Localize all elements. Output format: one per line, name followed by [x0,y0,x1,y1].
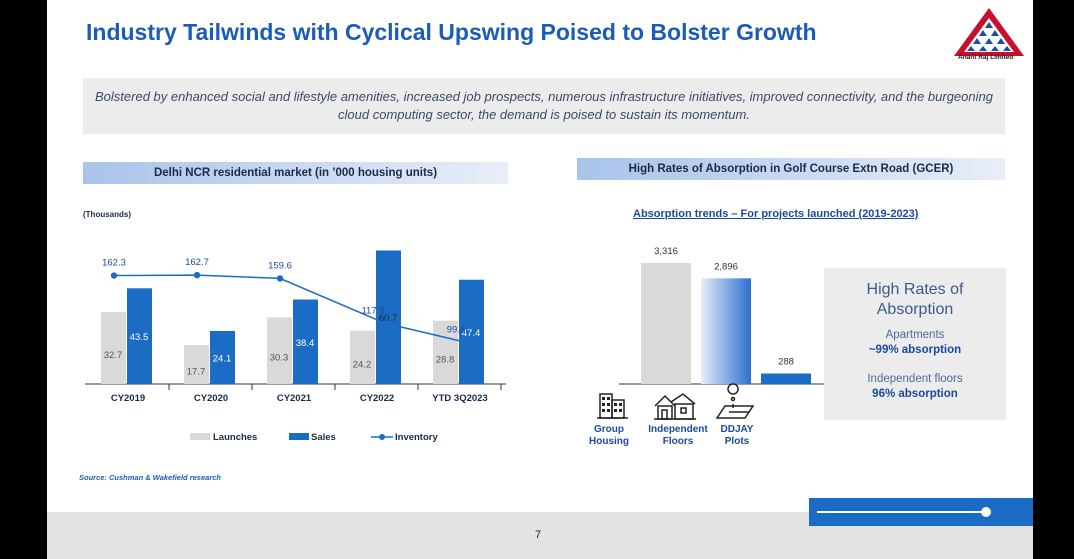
inventory-value-label: 159.6 [268,260,292,271]
sales-bar [293,299,318,384]
inventory-point [464,339,472,346]
independent-floors-label: Independent floors [867,373,963,385]
absorption-bar [701,278,751,384]
absorption-subtitle: Absorption trends – For projects launche… [633,208,919,220]
x-tick-label: CY2021 [277,393,312,404]
intro-text: Bolstered by enhanced social and lifesty… [83,78,1005,134]
absorption-box: High Rates of Absorption Apartments ~99%… [824,268,1006,420]
launches-bar [350,330,375,384]
logo-caption: Anant Raj Limited [958,54,1014,61]
inventory-point [110,272,118,279]
right-chart-banner: High Rates of Absorption in Golf Course … [577,158,1005,180]
absorption-value-label: 288 [778,356,794,367]
sales-bar [210,330,235,384]
absorption-value-label: 2,896 [714,261,738,272]
inventory-value-label: 162.3 [102,258,126,269]
x-tick-label: CY2019 [111,393,145,404]
sales-bar [127,288,152,384]
launches-bar [184,345,209,384]
legend-launches-swatch [190,433,210,440]
x-tick-label: YTD 3Q2023 [432,393,487,404]
launches-bar [101,312,126,384]
legend-inventory-label: Inventory [395,432,438,443]
launches-value-label: 32.7 [104,350,123,361]
unit-note: (Thousands) [83,210,131,219]
sales-value-label: 24.1 [213,353,232,364]
inventory-value-label: 117.9 [361,305,384,316]
inventory-value-label: 162.7 [185,257,209,268]
inventory-value-label: 99.8 [447,325,466,336]
slide: Industry Tailwinds with Cyclical Upswing… [47,0,1033,559]
launches-value-label: 30.3 [270,353,289,364]
sales-value-label: 60.7 [379,313,398,324]
absorption-heading: High Rates of Absorption [866,281,964,318]
inventory-point [381,320,389,327]
absorption-chart: 3,316 2,896 288 [619,246,829,385]
sales-bar [459,279,484,384]
footer-accent-dot [981,507,991,517]
category-label: Group Housing [589,424,629,447]
absorption-bar [641,263,691,384]
house-icon [654,393,696,420]
legend-sales-label: Sales [311,432,336,443]
inventory-point [193,271,201,279]
footer-accent-line [817,511,987,513]
source-note: Source: Cushman & Wakefield research [79,473,221,482]
absorption-value-label: 3,316 [654,246,678,257]
launches-bar [433,320,458,384]
launches-value-label: 24.2 [353,359,372,370]
page-number: 7 [535,529,542,541]
sales-bar [376,250,401,384]
delhi-ncr-chart: 32.7 43.5 CY2019 17.7 24.1 CY2020 30.3 38.4 CY20… [85,250,506,443]
inventory-point [276,275,284,282]
sales-value-label: 38.4 [296,338,315,349]
legend-launches-label: Launches [213,432,257,443]
apartments-label: Apartments [885,329,945,341]
category-label: Independent Floors [648,424,708,447]
sales-value-label: 47.4 [462,328,481,339]
apartments-value: ~99% absorption [868,344,962,356]
category-label: DDJAY Plots [720,424,754,447]
anant-raj-logo [954,8,1024,56]
independent-floors-value: 96% absorption [872,388,958,400]
plot-icon [715,383,755,419]
absorption-bar [761,373,811,384]
launches-value-label: 17.7 [187,367,206,378]
launches-value-label: 28.8 [436,354,455,365]
x-tick-label: CY2022 [360,393,394,404]
left-chart-banner: Delhi NCR residential market (in ’000 ho… [83,162,508,184]
x-tick-label: CY2020 [194,393,228,404]
legend-inventory-marker [379,434,385,440]
sales-value-label: 43.5 [130,332,149,343]
legend-sales-swatch [289,433,309,440]
building-icon [597,393,628,419]
page-title: Industry Tailwinds with Cyclical Upswing… [86,19,817,45]
launches-bar [267,317,292,384]
